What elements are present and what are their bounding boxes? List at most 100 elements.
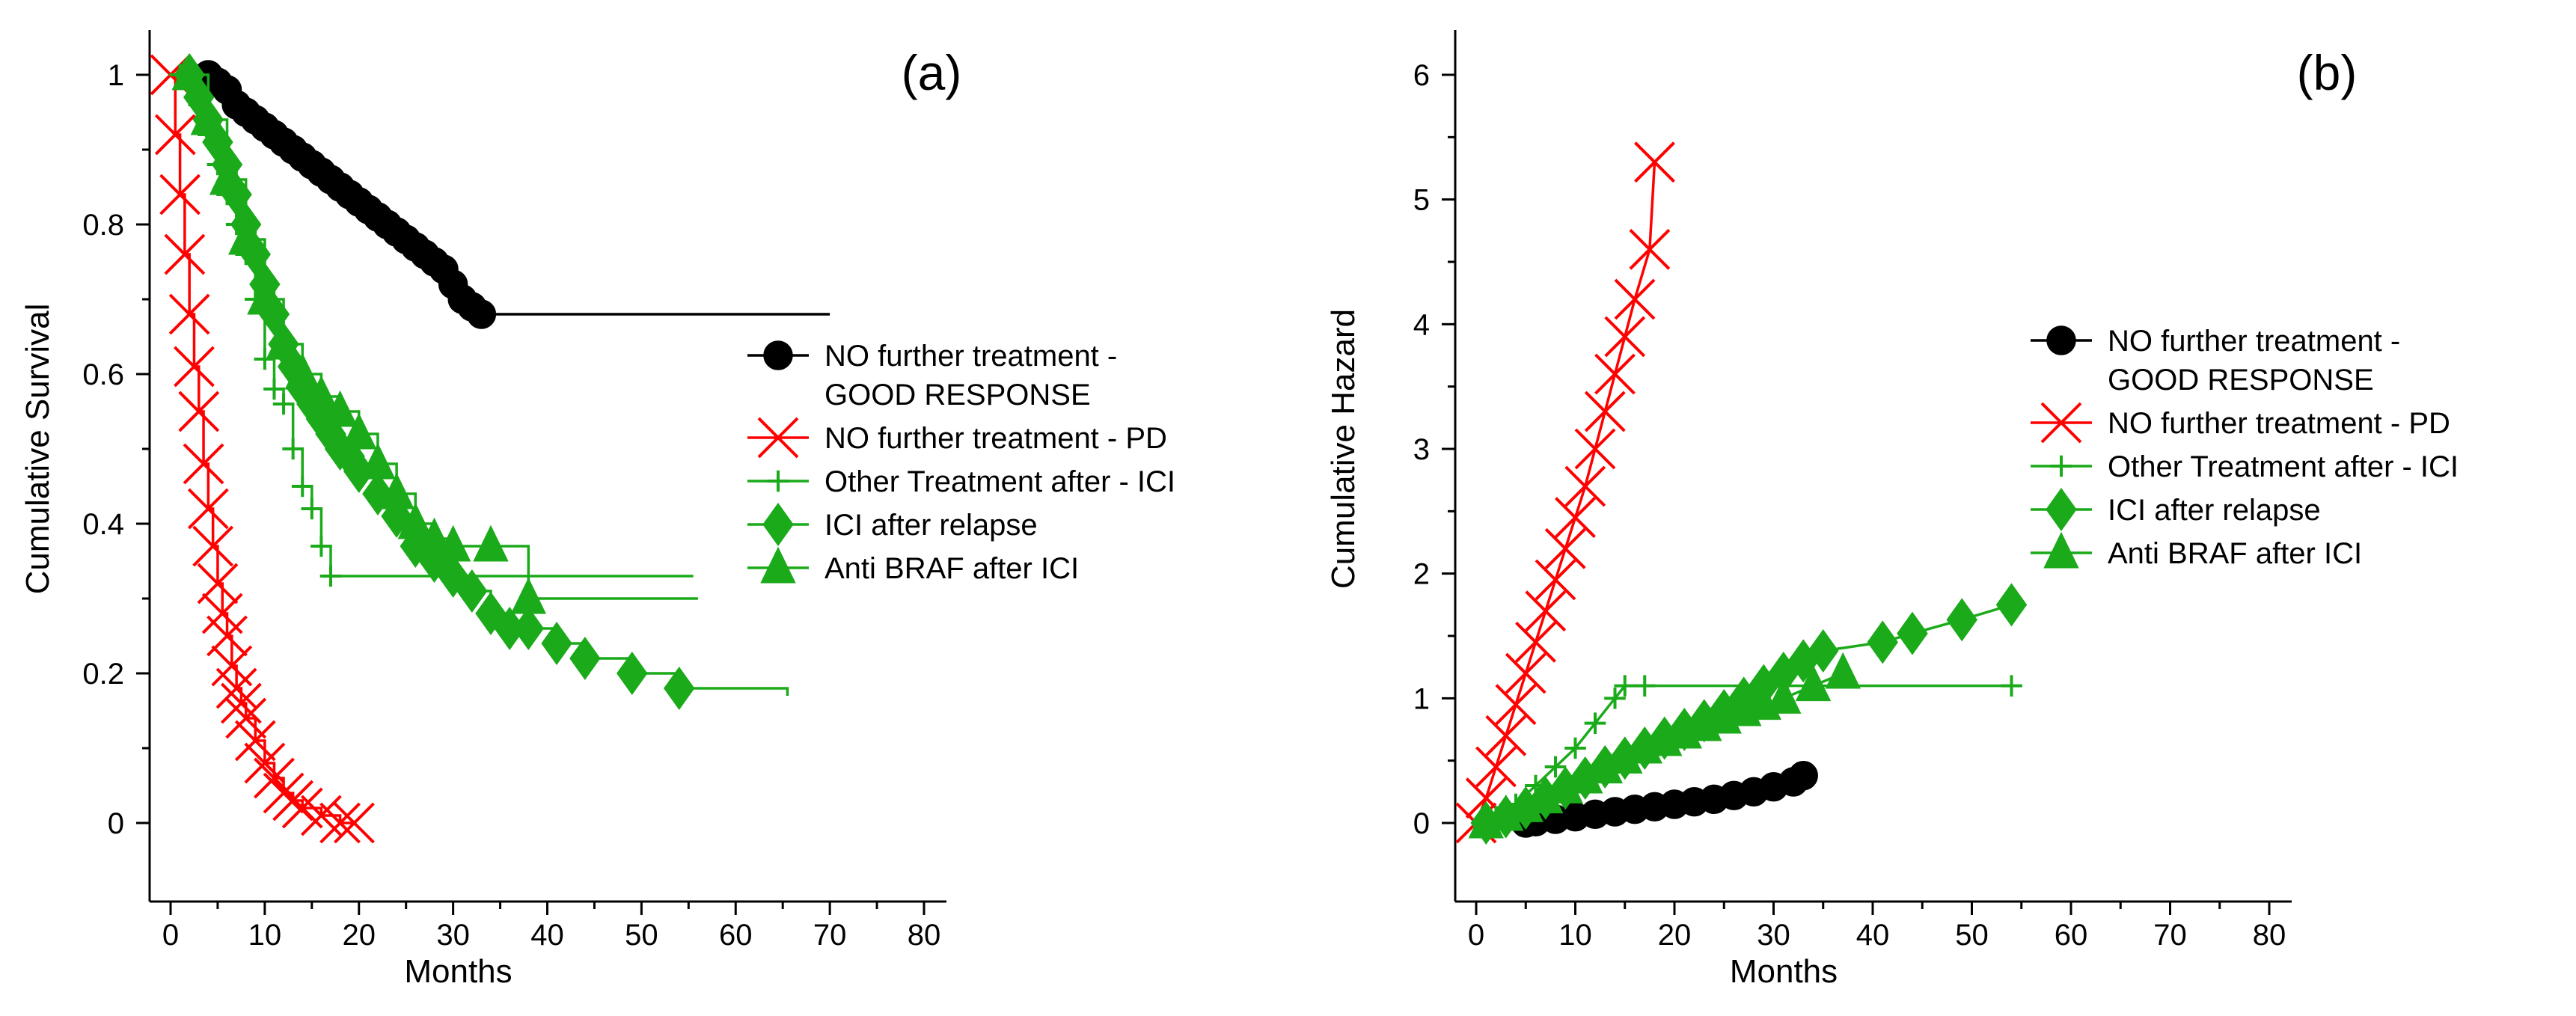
data-point [334, 802, 375, 844]
data-point [1766, 677, 1802, 714]
legend-item: ICI after relapse [2031, 487, 2321, 532]
legend-marker [2050, 455, 2072, 477]
data-point [1614, 278, 1656, 320]
x-tick-label: 60 [2055, 919, 2088, 952]
x-axis-title: Months [1730, 953, 1838, 990]
data-point [1897, 611, 1928, 655]
series-line [1475, 162, 1656, 824]
y-tick-label: 4 [1413, 308, 1430, 341]
data-point [192, 525, 234, 567]
data-point [1614, 675, 1636, 697]
data-point [1594, 353, 1636, 395]
data-point [456, 569, 488, 613]
y-tick-label: 2 [1413, 558, 1430, 591]
legend-marker [2043, 531, 2079, 569]
data-point [263, 378, 285, 400]
data-point [247, 278, 283, 315]
legend-item: Other Treatment after - ICI [2031, 450, 2459, 483]
data-point [1544, 527, 1586, 569]
data-point [1564, 465, 1606, 507]
data-point [617, 651, 648, 696]
legend-label: NO further treatment - PD [824, 422, 1167, 455]
data-point [310, 535, 332, 557]
y-tick-label: 5 [1413, 184, 1430, 217]
legend-item: NO further treatment - GOOD RESPONSE [2031, 325, 2400, 397]
data-point [1604, 688, 1626, 709]
y-tick-label: 0 [108, 807, 124, 840]
series-line [180, 73, 694, 578]
legend-item: ICI after relapse [747, 502, 1038, 547]
data-point [178, 391, 220, 432]
data-point [435, 524, 471, 562]
data-point [663, 666, 695, 711]
data-point [291, 475, 313, 498]
x-tick-label: 20 [343, 919, 376, 952]
data-point [1574, 428, 1616, 470]
data-point [1604, 316, 1646, 358]
legend-label: NO further treatment - [2108, 325, 2400, 358]
data-point [225, 697, 267, 739]
legend-item: Other Treatment after - ICI [747, 465, 1175, 498]
data-point [168, 293, 210, 335]
data-point [1515, 621, 1556, 663]
data-point [475, 591, 507, 636]
legend-marker [763, 340, 793, 370]
data-point [174, 346, 215, 388]
x-tick-label: 20 [1658, 919, 1692, 952]
data-point [164, 233, 206, 275]
data-point [154, 114, 196, 156]
data-point [341, 412, 377, 450]
data-point [416, 517, 453, 554]
series-2 [1455, 141, 1675, 844]
series-5 [171, 53, 698, 614]
data-point [319, 565, 342, 587]
data-point [2001, 675, 2022, 697]
data-point [362, 471, 394, 516]
data-point [190, 98, 227, 135]
data-point [473, 524, 509, 562]
legend-label: Anti BRAF after ICI [2108, 537, 2362, 570]
data-point [171, 53, 207, 91]
data-point [322, 390, 358, 427]
legend-marker [762, 502, 794, 547]
data-point [1485, 714, 1527, 756]
legend-label: Other Treatment after - ICI [2108, 450, 2459, 483]
data-point [1584, 712, 1606, 734]
x-tick-label: 30 [436, 919, 470, 952]
data-point [1633, 675, 1656, 697]
data-point [381, 494, 412, 539]
legend-marker [2046, 487, 2077, 532]
data-point [1544, 756, 1567, 778]
y-tick-label: 0 [1413, 807, 1430, 840]
data-point [282, 438, 304, 460]
x-tick-label: 80 [2253, 919, 2286, 952]
data-point [159, 174, 201, 215]
data-point [234, 720, 276, 762]
data-point [301, 498, 323, 520]
panel-label: (b) [2297, 45, 2358, 100]
x-tick-label: 60 [719, 919, 753, 952]
legend-marker [760, 546, 796, 584]
data-point [1505, 652, 1546, 694]
legend-item: NO further treatment - PD [2031, 402, 2450, 444]
y-tick-label: 3 [1413, 433, 1430, 466]
x-tick-label: 80 [908, 919, 941, 952]
data-point [228, 218, 264, 255]
data-point [1475, 746, 1517, 788]
y-tick-label: 1 [1413, 682, 1430, 715]
y-tick-label: 0.6 [82, 358, 124, 391]
legend-label: Anti BRAF after ICI [824, 552, 1079, 585]
data-point [1634, 141, 1675, 183]
panel-label: (a) [902, 45, 962, 100]
data-point [541, 621, 572, 666]
legend-label: ICI after relapse [824, 509, 1038, 542]
legend-label: NO further treatment - [824, 340, 1117, 373]
series-4 [174, 52, 789, 711]
data-point [569, 636, 601, 681]
data-point [1946, 598, 1977, 642]
legend-label: Other Treatment after - ICI [824, 465, 1175, 498]
data-point [1995, 583, 2028, 627]
